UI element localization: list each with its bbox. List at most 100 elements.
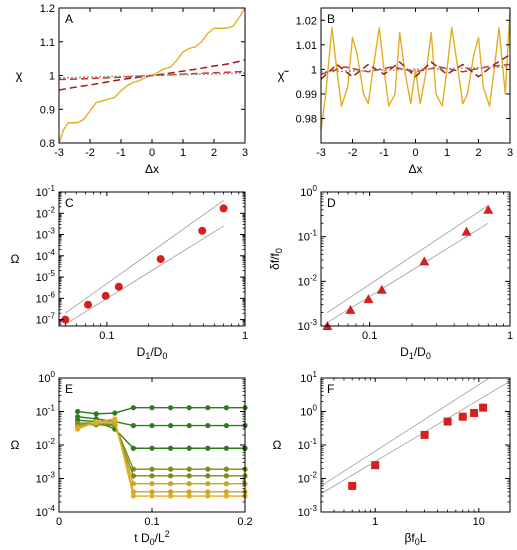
data-point	[130, 493, 136, 499]
data-point	[223, 445, 229, 451]
x-tick-label: 0	[412, 147, 418, 159]
data-point	[363, 294, 374, 304]
tick-exponent: 0	[313, 184, 318, 193]
data-point	[149, 481, 155, 487]
data-point	[420, 430, 429, 439]
series-line-5	[77, 422, 245, 485]
tick-exponent: -7	[48, 312, 56, 321]
panel-letter: A	[65, 12, 73, 26]
tick-exponent: 1	[313, 370, 318, 379]
series-line-7	[77, 418, 245, 497]
x-tick-label: 10	[473, 516, 485, 528]
data-point	[101, 291, 110, 300]
data-point	[130, 405, 136, 411]
guide-line-0	[327, 205, 489, 313]
panel-B: -3 -2 -1 0 1 2 3 0.98 0.99 1 1.01 1.02 B Δx χ̃	[278, 7, 513, 176]
y-axis-label: χ̃	[278, 68, 290, 83]
series-line-3	[77, 422, 245, 470]
data-point	[223, 405, 229, 411]
x-axis-label: t D0/L2	[134, 529, 169, 547]
x-axis-label: Δx	[408, 162, 422, 176]
data-point	[149, 405, 155, 411]
y-tick-label: 10-1	[36, 404, 56, 419]
data-point	[149, 466, 155, 472]
tick-exponent: -3	[48, 471, 56, 480]
data-point	[149, 489, 155, 495]
x-tick-label: 3	[507, 147, 513, 159]
panel-D: 0.1 1 10-3 10-2 10-1 100 D D1/D0 δf/f0	[268, 184, 513, 361]
panel-letter: F	[327, 382, 334, 396]
x-tick-label: -1	[379, 147, 389, 159]
data-point	[61, 315, 70, 324]
x-tick-label: 1	[372, 516, 378, 528]
guide-line-0	[321, 378, 490, 487]
tick-exponent: -1	[310, 437, 318, 446]
y-tick-label: 1.1	[40, 37, 55, 49]
data-point	[84, 300, 93, 309]
series-line-3	[59, 72, 245, 79]
y-tick-label: 1.02	[296, 15, 317, 27]
y-tick-label: 0.98	[296, 113, 317, 125]
panel-E: 0 0.1 0.2 10-4 10-3 10-2 10-1 100 Et D0/L2 Ω	[11, 370, 253, 547]
data-point	[186, 493, 192, 499]
y-tick-label: 10-5	[36, 269, 56, 284]
plot-frame	[320, 191, 511, 327]
data-point	[168, 493, 174, 499]
data-point	[205, 481, 211, 487]
y-tick-label: 10-3	[298, 318, 318, 333]
data-point	[156, 255, 165, 264]
y-tick-label: 100	[300, 404, 317, 419]
data-point	[186, 466, 192, 472]
data-point	[93, 411, 99, 417]
data-point	[461, 226, 472, 236]
y-tick-label: 0.99	[296, 89, 317, 101]
tick-exponent: -2	[48, 437, 56, 446]
x-tick-label: 0.1	[99, 330, 114, 342]
tick-exponent: -6	[48, 290, 56, 299]
data-point	[149, 445, 155, 451]
data-point	[479, 403, 488, 412]
data-point	[205, 489, 211, 495]
data-point	[483, 204, 494, 214]
data-point	[205, 422, 211, 429]
y-tick-label: 101	[300, 370, 317, 385]
data-point	[130, 445, 136, 451]
data-point	[223, 473, 229, 479]
y-tick-label: 0.8	[40, 138, 55, 150]
data-point	[205, 493, 211, 499]
tick-exponent: -4	[48, 248, 56, 257]
y-tick-label: 10-2	[36, 205, 56, 220]
x-tick-label: 2	[211, 147, 217, 159]
guide-line-1	[65, 225, 224, 325]
y-tick-label: 1	[49, 71, 55, 83]
data-point	[130, 422, 136, 429]
tick-exponent: -3	[48, 227, 56, 236]
data-point	[93, 419, 99, 425]
y-tick-label: 10-3	[36, 227, 56, 242]
y-tick-label: 100	[38, 370, 55, 385]
data-point	[205, 466, 211, 472]
guide-line-1	[327, 222, 489, 323]
series-line-4	[77, 424, 245, 477]
tick-exponent: -5	[48, 269, 56, 278]
panel-letter: E	[65, 382, 73, 396]
data-point	[112, 410, 118, 416]
x-axis-label: Δx	[145, 162, 159, 176]
y-tick-label: 0.9	[40, 104, 55, 116]
data-point	[223, 481, 229, 487]
x-tick-label: 0	[56, 516, 62, 528]
data-point	[186, 481, 192, 487]
data-point	[198, 226, 207, 235]
data-point	[168, 466, 174, 472]
series-line-1	[321, 53, 510, 80]
data-point	[112, 416, 118, 422]
x-tick-label: 0.1	[362, 330, 377, 342]
x-tick-label: 2	[475, 147, 481, 159]
tick-exponent: -2	[48, 205, 56, 214]
tick-exponent: -3	[310, 504, 318, 513]
x-tick-label: -3	[316, 147, 326, 159]
data-point	[205, 405, 211, 411]
x-tick-label: 0.2	[237, 516, 252, 528]
